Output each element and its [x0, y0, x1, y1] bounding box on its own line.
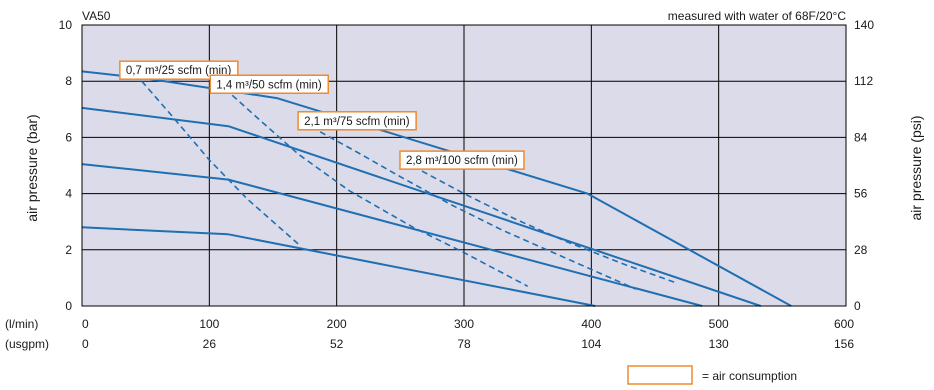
x-tick-label-usgpm: 156 [834, 337, 854, 351]
consumption-label-box [209, 74, 330, 94]
x-tick-label-lmin: 300 [454, 317, 474, 331]
y-tick-label-bar: 4 [65, 187, 72, 201]
consumption-curve [421, 170, 675, 283]
x-tick-label-lmin: 500 [709, 317, 729, 331]
y-tick-label-psi: 0 [854, 299, 861, 313]
x-tick-label-usgpm: 104 [581, 337, 601, 351]
x-tick-label-lmin: 0 [82, 317, 89, 331]
consumption-curves [141, 80, 675, 290]
plot-frame [81, 24, 847, 307]
consumption-curve [319, 131, 637, 290]
y-tick-label-psi: 28 [854, 243, 868, 257]
y-tick-label-psi: 84 [854, 130, 868, 144]
x-tick-label-usgpm: 130 [709, 337, 729, 351]
measurement-note: measured with water of 68F/20°C [668, 9, 847, 23]
legend-label: = air consumption [702, 369, 797, 383]
consumption-curve [141, 80, 300, 245]
consumption-label-text: 2,8 m³/100 scfm (min) [406, 155, 518, 167]
x-tick-label-lmin: 600 [834, 317, 854, 331]
y-tick-label-psi: 112 [854, 74, 873, 88]
y-tick-label-psi: 56 [854, 187, 868, 201]
x-tick-label-usgpm: 78 [457, 337, 471, 351]
legend-swatch [627, 365, 693, 385]
consumption-label-box [119, 60, 239, 80]
y-tick-label-bar: 0 [65, 299, 72, 313]
consumption-label-text: 1,4 m³/50 scfm (min) [216, 79, 322, 91]
x-tick-label-usgpm: 52 [330, 337, 344, 351]
y-tick-label-bar: 8 [65, 74, 72, 88]
x-tick-label-lmin: 100 [199, 317, 219, 331]
y-tick-label-bar: 6 [65, 130, 72, 144]
consumption-curve [231, 94, 529, 288]
x-tick-label-lmin: 200 [327, 317, 347, 331]
x-tick-label-usgpm: 26 [203, 337, 217, 351]
chart-title: VA50 [82, 9, 111, 23]
consumption-labels: 0,7 m³/25 scfm (min) 1,4 m³/50 scfm (min)… [119, 60, 525, 170]
series-line [81, 106, 762, 307]
x-unit-usgpm: (usgpm) [5, 337, 49, 351]
y-tick-label-bar: 10 [59, 18, 73, 32]
y-tick-label-bar: 2 [65, 243, 72, 257]
consumption-label-box [399, 150, 525, 170]
x-unit-lmin: (l/min) [5, 317, 38, 331]
y-tick-label-psi: 140 [854, 18, 874, 32]
x-tick-label-usgpm: 0 [82, 337, 89, 351]
consumption-label-text: 2,1 m³/75 scfm (min) [304, 116, 410, 128]
consumption-label-text: 0,7 m³/25 scfm (min) [126, 65, 232, 77]
y-axis-left-title: air pressure (bar) [24, 114, 40, 221]
x-tick-label-lmin: 400 [581, 317, 601, 331]
series-line [81, 226, 596, 307]
consumption-label-box [297, 111, 417, 131]
y-axis-right-title: air pressure (psi) [908, 115, 924, 220]
